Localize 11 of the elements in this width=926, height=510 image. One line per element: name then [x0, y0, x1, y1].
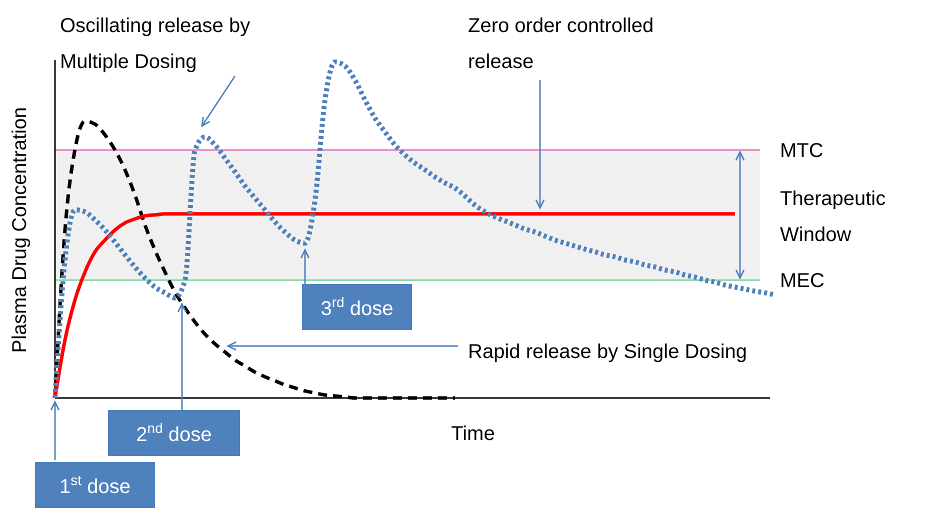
annotation: Zero order controlled release [468, 15, 654, 73]
y-axis-title: Plasma Drug Concentration [9, 107, 31, 353]
ref-line-label: MEC [780, 270, 824, 292]
annotation: Rapid release by Single Dosing [468, 341, 748, 363]
text: 2$^{nd}$ dose [136, 420, 212, 446]
text: 1$^{st}$ dose [60, 472, 130, 498]
band-label: Therapeutic Window [780, 188, 886, 246]
ref-line-label: MTC [780, 140, 824, 162]
annotation: 3$^{rd}$ dose [320, 294, 394, 320]
annotation: Oscillating release by Multiple Dosing [60, 15, 250, 73]
x-axis-title: Time [451, 423, 495, 445]
